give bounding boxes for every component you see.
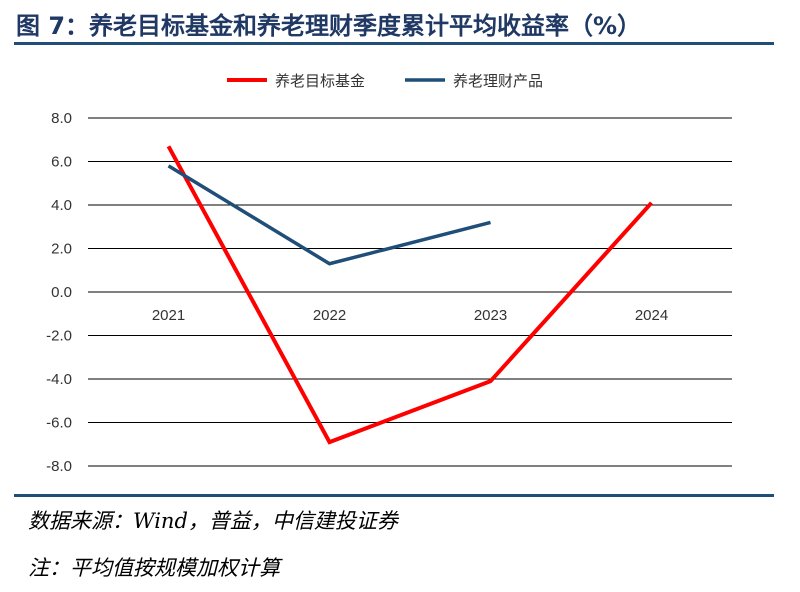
chart-title: 图 7：养老目标基金和养老理财季度累计平均收益率（%） <box>16 12 642 40</box>
x-tick-label: 2021 <box>152 307 185 324</box>
line-chart: 养老目标基金 养老理财产品 8.0 6.0 4.0 2.0 0.0 -2.0 -4.0 -6.0… <box>46 72 732 475</box>
y-tick-label: 6.0 <box>51 154 72 171</box>
series-lines <box>166 145 653 445</box>
series-line-1 <box>166 145 653 445</box>
series-line-2 <box>167 164 491 266</box>
y-tick-label: -6.0 <box>46 415 72 432</box>
y-tick-label: -2.0 <box>46 328 72 345</box>
x-axis-ticks: 2021 2022 2023 2024 <box>152 307 668 324</box>
x-tick-label: 2024 <box>635 307 668 324</box>
grid-lines <box>88 117 732 467</box>
y-tick-label: -4.0 <box>46 371 72 388</box>
x-tick-label: 2023 <box>474 307 507 324</box>
y-tick-label: 2.0 <box>51 241 72 258</box>
bottom-divider <box>14 494 774 497</box>
source-note: 数据来源：Wind，普益，中信建投证券 <box>28 509 398 533</box>
footnote: 注：平均值按规模加权计算 <box>28 556 280 580</box>
y-axis-ticks: 8.0 6.0 4.0 2.0 0.0 -2.0 -4.0 -6.0 -8.0 <box>46 110 72 475</box>
y-tick-label: 4.0 <box>51 197 72 214</box>
legend: 养老目标基金 养老理财产品 <box>227 72 543 90</box>
y-tick-label: 8.0 <box>51 110 72 127</box>
legend-label: 养老目标基金 <box>275 72 365 90</box>
y-tick-label: -8.0 <box>46 458 72 475</box>
top-divider <box>14 42 774 45</box>
x-tick-label: 2022 <box>313 307 346 324</box>
legend-label: 养老理财产品 <box>453 72 543 90</box>
y-tick-label: 0.0 <box>51 284 72 301</box>
